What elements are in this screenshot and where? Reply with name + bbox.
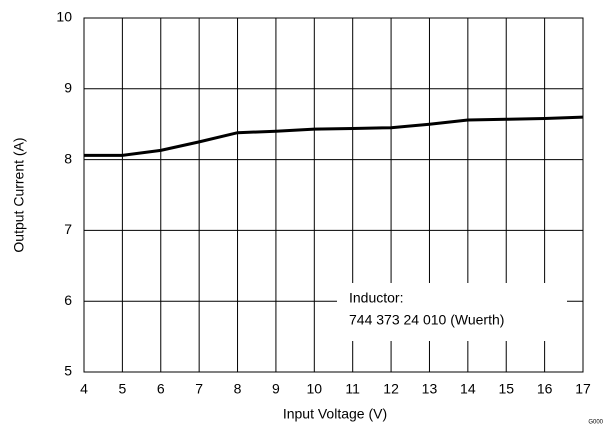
x-tick-label: 17 [575,381,591,397]
y-tick-label: 7 [64,221,72,237]
x-tick-label: 14 [460,381,476,397]
annotation-box [337,283,567,341]
annotation: Inductor: [349,290,403,306]
y-tick-label: 8 [64,150,72,166]
x-axis-label: Input Voltage (V) [283,406,387,422]
x-tick-label: 13 [422,381,438,397]
x-tick-label: 16 [537,381,553,397]
y-tick-label: 10 [56,9,72,25]
y-tick-label: 6 [64,292,72,308]
figure-id: G000 [588,420,603,426]
x-tick-label: 11 [345,381,360,397]
x-tick-label: 9 [272,381,280,397]
y-axis-label: Output Current (A) [11,137,27,252]
x-tick-label: 15 [498,381,514,397]
x-tick-label: 7 [195,381,203,397]
x-tick-label: 4 [80,381,88,397]
x-tick-label: 6 [157,381,165,397]
data-line [84,115,584,157]
y-tick-label: 9 [64,80,72,96]
x-tick-label: 8 [234,381,242,397]
y-tick-label: 5 [64,363,72,379]
annotation: 744 373 24 010 (Wuerth) [349,312,504,328]
x-tick-label: 10 [307,381,323,397]
x-tick-label: 12 [383,381,399,397]
x-tick-label: 5 [118,381,126,397]
